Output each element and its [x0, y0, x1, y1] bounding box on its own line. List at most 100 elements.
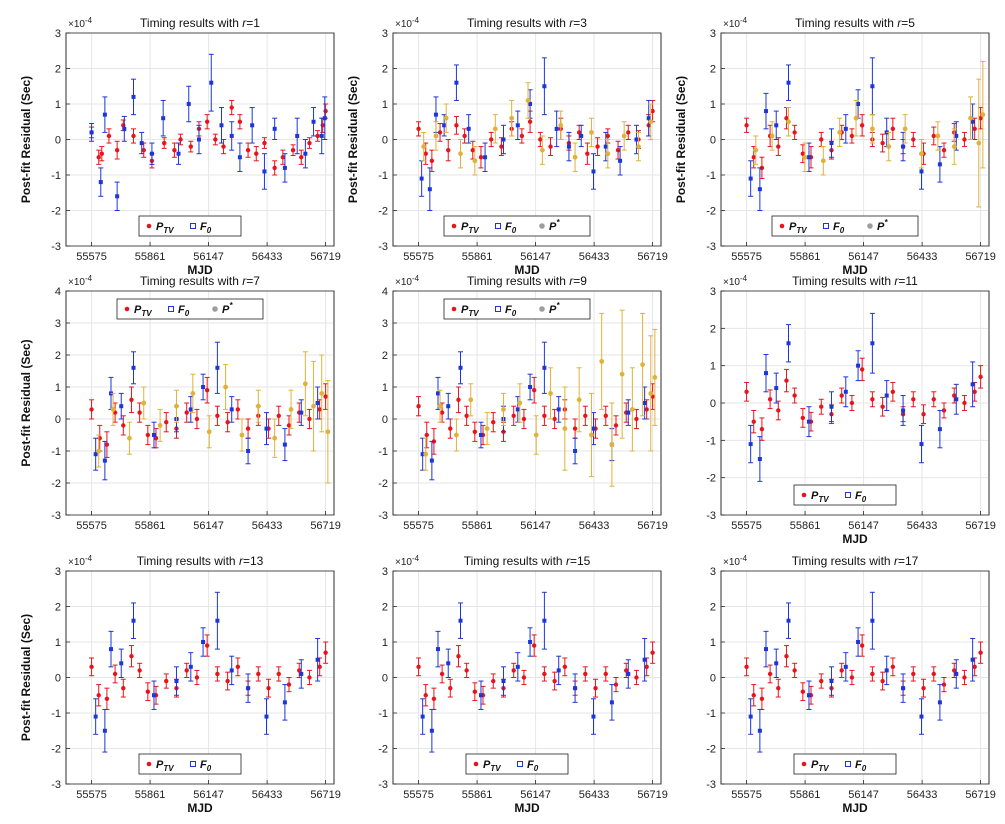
- x-axis-label: MJD: [514, 263, 540, 277]
- chart-title-value: =1: [246, 16, 260, 30]
- data-point-f0: [642, 401, 647, 405]
- y-exponent-power: -4: [85, 554, 93, 563]
- chart-title-prefix: Timing results with: [792, 274, 894, 288]
- data-point-pstar: [853, 115, 859, 121]
- legend-marker-pstar: [867, 223, 873, 229]
- data-point-ptv: [521, 675, 527, 680]
- data-point-f0: [884, 393, 889, 398]
- data-point-ptv: [511, 413, 516, 418]
- data-point-f0: [149, 151, 154, 156]
- chart-title-variable: r: [894, 274, 899, 288]
- y-tick-label: 3: [55, 318, 61, 330]
- y-exponent-power: -4: [85, 274, 93, 283]
- legend-superscript: *: [556, 301, 560, 310]
- data-point-pstar: [976, 140, 982, 146]
- data-point-pstar: [223, 384, 228, 390]
- legend-entry-label: F0: [855, 759, 867, 773]
- data-point-f0: [262, 169, 267, 174]
- x-axis-label: MJD: [514, 801, 540, 815]
- y-tick-label: 1: [382, 637, 388, 649]
- y-tick-label: 1: [382, 99, 388, 111]
- data-point-ptv: [552, 678, 557, 684]
- data-point-ptv: [849, 133, 855, 139]
- legend-entry-label: P*: [222, 301, 233, 316]
- data-point-ptv: [454, 123, 459, 128]
- data-point-ptv: [744, 389, 749, 394]
- chart-title-value: =5: [901, 16, 915, 30]
- legend-symbol: F: [527, 759, 534, 771]
- data-point-ptv: [153, 436, 159, 441]
- data-point-ptv: [931, 133, 936, 139]
- data-point-f0: [748, 176, 753, 181]
- data-point-ptv: [583, 671, 588, 677]
- x-axis-label: MJD: [842, 263, 868, 277]
- data-point-pstar: [492, 126, 498, 132]
- legend-subscript: TV: [796, 226, 807, 235]
- data-point-f0: [229, 668, 234, 673]
- data-point-f0: [901, 144, 906, 149]
- legend-symbol: P: [483, 759, 491, 771]
- data-point-ptv: [626, 130, 631, 135]
- legend-symbol: F: [200, 759, 207, 771]
- data-point-pstar: [980, 112, 986, 118]
- data-point-ptv: [229, 105, 234, 110]
- data-point-f0: [188, 664, 193, 669]
- data-point-f0: [122, 126, 127, 131]
- legend: PTV F0 P*: [116, 298, 264, 320]
- legend-symbol: F: [200, 221, 207, 233]
- legend-subscript: 0: [534, 764, 539, 773]
- data-point-ptv: [527, 119, 533, 124]
- data-point-ptv: [204, 119, 210, 124]
- data-point-ptv: [511, 668, 516, 673]
- x-tick-label: 56147: [520, 251, 551, 263]
- data-point-ptv: [952, 668, 957, 673]
- data-point-ptv: [911, 397, 916, 402]
- data-point-ptv: [225, 420, 230, 425]
- data-point-ptv: [650, 108, 655, 114]
- data-point-ptv: [819, 678, 824, 684]
- data-point-f0: [322, 116, 327, 121]
- data-point-pstar: [157, 423, 163, 428]
- data-point-f0: [109, 647, 114, 652]
- chart-title: Timing results with r=1: [140, 16, 260, 30]
- data-point-ptv: [280, 155, 286, 160]
- data-point-ptv: [962, 400, 967, 406]
- chart-panel: -3 -2 -1 0 1 2 3 55575 55861 56147 56433 56719 Timin…: [19, 554, 341, 815]
- data-point-f0: [282, 700, 287, 705]
- y-axis-label: Post-fit Residual (Sec): [19, 76, 33, 203]
- data-point-ptv: [439, 410, 445, 415]
- data-point-f0: [458, 618, 463, 623]
- data-point-pstar: [96, 448, 102, 454]
- y-exponent-label: ×10-4: [68, 16, 93, 30]
- x-tick-label: 56433: [252, 520, 283, 532]
- data-point-f0: [201, 640, 206, 644]
- data-point-f0: [427, 187, 432, 192]
- data-point-pstar: [525, 98, 531, 103]
- data-point-f0: [442, 123, 447, 128]
- data-point-f0: [119, 404, 124, 409]
- data-point-f0: [272, 126, 277, 131]
- data-point-f0: [299, 671, 304, 676]
- data-point-ptv: [184, 410, 189, 415]
- data-point-ptv: [491, 420, 496, 425]
- x-tick-label: 56147: [520, 520, 551, 532]
- data-point-ptv: [137, 410, 142, 415]
- data-point-ptv: [307, 675, 312, 680]
- data-point-ptv: [317, 407, 322, 412]
- y-tick-label: 3: [710, 28, 716, 40]
- x-tick-label: 56147: [848, 789, 879, 801]
- legend-subscript: 0: [512, 309, 517, 318]
- data-point-ptv: [890, 126, 896, 132]
- y-tick-label: -1: [51, 708, 61, 720]
- chart-title-variable: r: [242, 274, 247, 288]
- chart-title-prefix: Timing results with: [464, 554, 566, 568]
- data-point-ptv: [531, 388, 537, 393]
- data-point-ptv: [941, 147, 947, 153]
- data-point-ptv: [744, 664, 749, 670]
- data-point-pstar: [468, 397, 474, 403]
- data-point-ptv: [941, 408, 947, 413]
- data-point-ptv: [416, 404, 421, 409]
- data-point-f0: [131, 618, 136, 623]
- y-axis-label: Post-fit Residual (Sec): [19, 614, 33, 741]
- legend-box: [116, 298, 264, 320]
